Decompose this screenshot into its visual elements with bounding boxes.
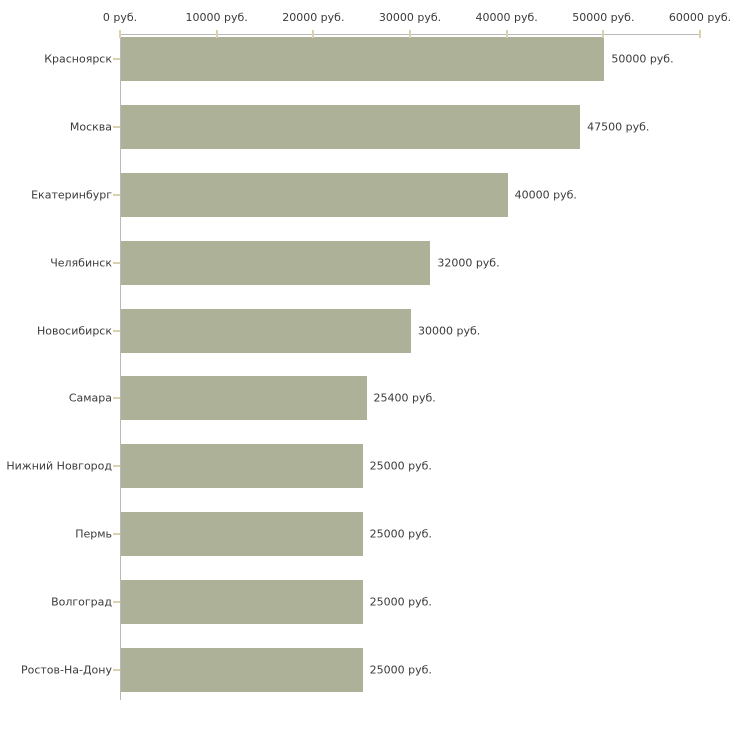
category-label: Нижний Новгород [6,459,112,473]
value-label: 25000 руб. [369,527,432,541]
value-label: 25000 руб. [369,459,432,473]
category-tick-mark [113,465,120,468]
category-label: Екатеринбург [31,188,112,202]
category-label: Самара [68,391,112,405]
category-tick-mark [113,532,120,535]
value-label: 25000 руб. [369,663,432,676]
category-tick-mark [113,261,120,264]
category-tick-mark [113,329,120,332]
bar-row: Пермь 25000 руб. [0,511,730,556]
x-axis-tick-label: 30000 руб. [378,11,442,24]
bar [121,511,363,556]
value-label: 25400 руб. [373,391,436,405]
x-axis-tick-label: 40000 руб. [475,11,538,24]
bar-row: Челябинск 32000 руб. [0,240,730,285]
bar [121,308,411,353]
category-label: Красноярск [44,52,112,66]
value-label: 32000 руб. [437,256,500,270]
x-axis-tick-label: 20000 руб. [282,11,345,24]
x-axis-tick-mark [215,30,218,38]
value-label: 40000 руб. [514,188,577,202]
x-axis-tick-mark [602,30,605,38]
bar-row: Екатеринбург 40000 руб. [0,172,730,217]
bar-row: Ростов-На-Дону 25000 руб. [0,647,730,692]
bar [121,376,367,421]
category-tick-mark [113,668,120,671]
bar-row: Новосибирск 30000 руб. [0,308,730,353]
bar-row: Волгоград 25000 руб. [0,579,730,624]
value-label: 47500 руб. [587,120,650,134]
bar [121,444,363,489]
bar [121,647,363,692]
category-tick-mark [113,397,120,400]
x-axis-tick-label: 10000 руб. [185,11,248,24]
category-tick-mark [113,58,120,61]
value-label: 30000 руб. [418,324,481,337]
category-label: Волгоград [51,595,112,609]
category-label: Новосибирск [36,324,112,337]
bar [121,37,605,82]
bar-row: Москва 47500 руб. [0,105,730,150]
x-axis-tick-mark [505,30,508,38]
value-label: 50000 руб. [611,52,674,66]
x-axis-tick-mark [119,30,121,38]
x-axis-tick-mark [312,30,315,38]
bar [121,240,431,285]
bar-row: Нижний Новгород 25000 руб. [0,444,730,489]
bar-row: Красноярск 50000 руб. [0,37,730,82]
value-label: 25000 руб. [369,595,432,609]
x-axis-tick-mark [699,30,701,38]
category-label: Москва [69,120,112,134]
category-label: Челябинск [50,256,112,270]
category-tick-mark [113,193,120,196]
bar [121,172,508,217]
category-tick-mark [113,600,120,603]
x-axis-tick-label: 0 руб. [102,11,138,24]
x-axis-tick-mark [409,30,411,38]
category-label: Пермь [75,527,112,541]
x-axis-tick-label: 60000 руб. [668,11,730,24]
bar [121,579,363,624]
category-tick-mark [113,126,120,129]
category-label: Ростов-На-Дону [20,663,112,676]
bar-row: Самара 25400 руб. [0,376,730,421]
x-axis-tick-label: 50000 руб. [572,11,635,24]
bar [121,105,581,150]
